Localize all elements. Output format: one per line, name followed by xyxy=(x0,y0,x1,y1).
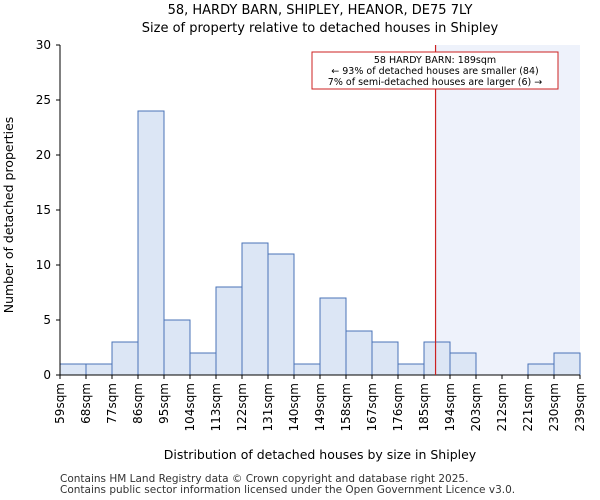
bar-86sqm xyxy=(137,110,165,376)
chart-title: 58, HARDY BARN, SHIPLEY, HEANOR, DE75 7L… xyxy=(168,3,473,18)
x-tick-label-113sqm: 113sqm xyxy=(209,383,223,431)
chart-subtitle: Size of property relative to detached ho… xyxy=(142,21,499,36)
x-tick-label-104sqm: 104sqm xyxy=(183,383,197,431)
y-tick-label-25: 25 xyxy=(36,93,51,107)
bar-59sqm xyxy=(59,363,87,376)
bar-95sqm xyxy=(163,319,191,376)
bar-149sqm xyxy=(319,297,347,376)
bar-131sqm xyxy=(267,253,295,376)
bar-158sqm xyxy=(345,330,373,376)
bar-113sqm xyxy=(215,286,243,376)
bar-194sqm xyxy=(449,352,477,376)
annotation-box xyxy=(311,51,559,90)
y-axis-label: Number of detached properties xyxy=(1,117,16,314)
bar-167sqm xyxy=(371,341,399,376)
x-tick-label-176sqm: 176sqm xyxy=(391,383,405,431)
bar-122sqm xyxy=(241,242,269,376)
x-tick-label-68sqm: 68sqm xyxy=(79,383,93,424)
x-axis-label: Distribution of detached houses by size … xyxy=(164,447,477,462)
y-tick-label-0: 0 xyxy=(43,368,51,382)
footer-licence: Contains public sector information licen… xyxy=(60,484,516,496)
x-tick-label-203sqm: 203sqm xyxy=(469,383,483,431)
y-tick-label-5: 5 xyxy=(43,313,51,327)
x-tick-label-230sqm: 230sqm xyxy=(547,383,561,431)
x-tick-label-59sqm: 59sqm xyxy=(53,383,67,424)
x-tick-label-194sqm: 194sqm xyxy=(443,383,457,431)
annotation-line-3: 7% of semi-detached houses are larger (6… xyxy=(328,77,542,88)
y-tick-label-30: 30 xyxy=(36,38,51,52)
x-tick-label-86sqm: 86sqm xyxy=(131,383,145,424)
x-tick-label-149sqm: 149sqm xyxy=(313,383,327,431)
bar-221sqm xyxy=(527,363,555,376)
plot-area: 0 5 10 15 20 25 30 59sqm 68sqm 77sqm 86sqm 95sqm 104… xyxy=(36,38,587,431)
x-tick-label-122sqm: 122sqm xyxy=(235,383,249,431)
x-tick-label-140sqm: 140sqm xyxy=(287,383,301,431)
annotation-line-2: ← 93% of detached houses are smaller (84… xyxy=(331,66,538,77)
x-tick-label-158sqm: 158sqm xyxy=(339,383,353,431)
x-tick-label-239sqm: 239sqm xyxy=(573,383,587,431)
x-tick-label-221sqm: 221sqm xyxy=(521,383,535,431)
bar-185sqm xyxy=(423,341,451,376)
annotation-line-1: 58 HARDY BARN: 189sqm xyxy=(374,55,496,66)
bar-68sqm xyxy=(85,363,113,376)
x-tick-label-185sqm: 185sqm xyxy=(417,383,431,431)
bar-140sqm xyxy=(293,363,321,376)
y-tick-label-10: 10 xyxy=(36,258,51,272)
x-tick-label-77sqm: 77sqm xyxy=(105,383,119,424)
bar-176sqm xyxy=(397,363,425,376)
bar-230sqm xyxy=(553,352,581,376)
x-tick-label-131sqm: 131sqm xyxy=(261,383,275,431)
highlight-region xyxy=(435,45,580,375)
x-tick-label-212sqm: 212sqm xyxy=(495,383,509,431)
y-tick-label-15: 15 xyxy=(36,203,51,217)
bar-104sqm xyxy=(189,352,217,376)
x-tick-label-95sqm: 95sqm xyxy=(157,383,171,424)
bar-77sqm xyxy=(111,341,139,376)
y-tick-label-20: 20 xyxy=(36,148,51,162)
footer-copyright: Contains HM Land Registry data © Crown c… xyxy=(60,473,469,485)
x-tick-label-167sqm: 167sqm xyxy=(365,383,379,431)
